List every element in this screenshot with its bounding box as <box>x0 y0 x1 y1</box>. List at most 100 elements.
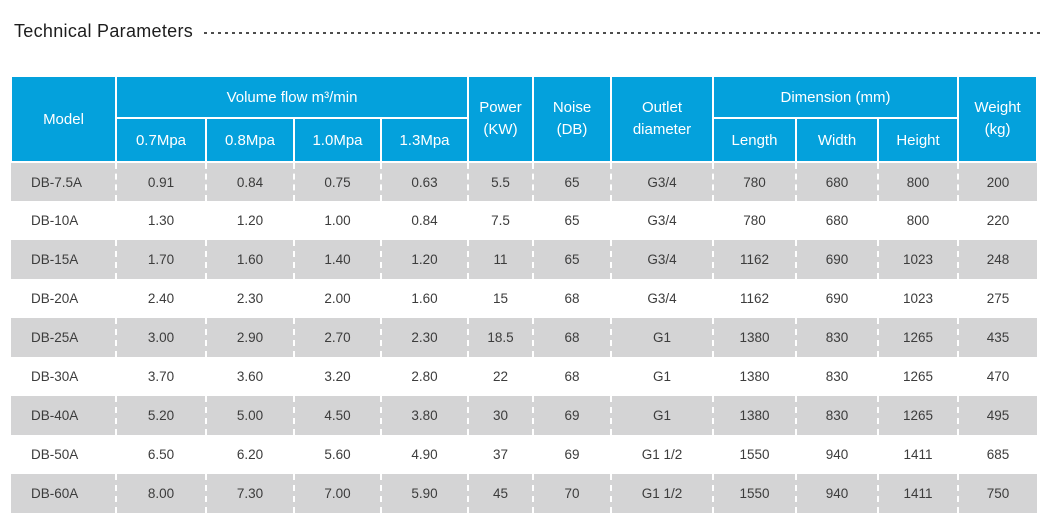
weight-cell: 200 <box>957 162 1038 201</box>
model-cell: DB-15A <box>11 240 116 279</box>
flow-1-3mpa-cell: 2.30 <box>380 318 468 357</box>
flow-1-3mpa-cell: 3.80 <box>380 396 468 435</box>
flow-0-7mpa-cell: 3.00 <box>115 318 206 357</box>
width-cell: 940 <box>795 435 878 474</box>
model-cell: DB-30A <box>11 357 116 396</box>
model-cell: DB-7.5A <box>11 162 116 201</box>
height-cell: 1411 <box>876 435 959 474</box>
weight-cell: 750 <box>957 474 1038 513</box>
noise-cell: 68 <box>532 279 611 318</box>
outlet-diameter-cell: G1 1/2 <box>610 435 713 474</box>
height-cell: 800 <box>876 201 959 240</box>
power-cell: 11 <box>467 240 533 279</box>
noise-cell: 65 <box>532 240 611 279</box>
weight-cell: 275 <box>957 279 1038 318</box>
flow-1-3mpa-cell: 1.20 <box>380 240 468 279</box>
length-cell: 1162 <box>712 279 796 318</box>
flow-0-7mpa-cell: 1.70 <box>115 240 206 279</box>
model-cell: DB-10A <box>11 201 116 240</box>
outlet-diameter-cell: G3/4 <box>610 201 713 240</box>
dashed-rule <box>204 31 1044 34</box>
flow-0-8mpa-cell: 2.30 <box>205 279 294 318</box>
col-header-pressure-1-0mpa: 1.0Mpa <box>293 117 382 163</box>
technical-parameters-table: Model Volume flow m³/min Power (KW) Nois… <box>10 75 1039 513</box>
flow-0-7mpa-cell: 8.00 <box>115 474 206 513</box>
power-cell: 30 <box>467 396 533 435</box>
table-body: DB-7.5A 0.91 0.84 0.75 0.63 5.5 65 G3/4 … <box>11 162 1038 513</box>
table-row: DB-20A 2.40 2.30 2.00 1.60 15 68 G3/4 11… <box>11 279 1038 318</box>
table-row: DB-25A 3.00 2.90 2.70 2.30 18.5 68 G1 13… <box>11 318 1038 357</box>
flow-1-0mpa-cell: 1.00 <box>293 201 381 240</box>
width-cell: 680 <box>795 201 878 240</box>
section-title-row: Technical Parameters <box>14 21 1044 42</box>
outlet-diameter-cell: G1 1/2 <box>610 474 713 513</box>
flow-0-8mpa-cell: 7.30 <box>205 474 294 513</box>
table-row: DB-40A 5.20 5.00 4.50 3.80 30 69 G1 1380… <box>11 396 1038 435</box>
length-cell: 1380 <box>712 396 796 435</box>
width-cell: 830 <box>795 396 878 435</box>
height-cell: 1265 <box>876 396 959 435</box>
outlet-diameter-cell: G1 <box>610 357 713 396</box>
noise-cell: 68 <box>532 357 611 396</box>
power-cell: 15 <box>467 279 533 318</box>
outlet-diameter-cell: G1 <box>610 396 713 435</box>
col-header-power: Power (KW) <box>467 75 534 163</box>
flow-1-0mpa-cell: 2.70 <box>293 318 381 357</box>
noise-cell: 70 <box>532 474 611 513</box>
col-header-noise: Noise (DB) <box>532 75 612 163</box>
power-cell: 37 <box>467 435 533 474</box>
flow-1-0mpa-cell: 0.75 <box>293 162 381 201</box>
flow-0-7mpa-cell: 5.20 <box>115 396 206 435</box>
height-cell: 1023 <box>876 240 959 279</box>
flow-0-7mpa-cell: 0.91 <box>115 162 206 201</box>
table-row: DB-30A 3.70 3.60 3.20 2.80 22 68 G1 1380… <box>11 357 1038 396</box>
outlet-diameter-cell: G3/4 <box>610 240 713 279</box>
power-cell: 45 <box>467 474 533 513</box>
noise-cell: 69 <box>532 396 611 435</box>
height-cell: 1411 <box>876 474 959 513</box>
length-cell: 780 <box>712 201 796 240</box>
width-cell: 690 <box>795 279 878 318</box>
header-row-groups: Model Volume flow m³/min Power (KW) Nois… <box>10 75 1039 163</box>
length-cell: 1162 <box>712 240 796 279</box>
weight-cell: 248 <box>957 240 1038 279</box>
table-row: DB-10A 1.30 1.20 1.00 0.84 7.5 65 G3/4 7… <box>11 201 1038 240</box>
header-row-sub: 0.7Mpa 0.8Mpa 1.0Mpa 1.3Mpa Length Width… <box>11 117 1037 163</box>
model-cell: DB-50A <box>11 435 116 474</box>
table-row: DB-60A 8.00 7.30 7.00 5.90 45 70 G1 1/2 … <box>11 474 1038 513</box>
flow-1-3mpa-cell: 4.90 <box>380 435 468 474</box>
flow-1-0mpa-cell: 4.50 <box>293 396 381 435</box>
power-cell: 22 <box>467 357 533 396</box>
length-cell: 1550 <box>712 435 796 474</box>
flow-1-0mpa-cell: 7.00 <box>293 474 381 513</box>
flow-0-8mpa-cell: 5.00 <box>205 396 294 435</box>
col-header-weight: Weight (kg) <box>957 75 1039 163</box>
noise-cell: 69 <box>532 435 611 474</box>
table-row: DB-7.5A 0.91 0.84 0.75 0.63 5.5 65 G3/4 … <box>11 162 1038 201</box>
model-cell: DB-20A <box>11 279 116 318</box>
flow-1-0mpa-cell: 3.20 <box>293 357 381 396</box>
noise-cell: 65 <box>532 162 611 201</box>
flow-1-3mpa-cell: 0.63 <box>380 162 468 201</box>
noise-cell: 65 <box>532 201 611 240</box>
col-header-pressure-0-8mpa: 0.8Mpa <box>205 117 295 163</box>
weight-cell: 435 <box>957 318 1038 357</box>
col-header-pressure-0-7mpa: 0.7Mpa <box>115 117 207 163</box>
model-cell: DB-40A <box>11 396 116 435</box>
width-cell: 690 <box>795 240 878 279</box>
weight-cell: 470 <box>957 357 1038 396</box>
flow-0-7mpa-cell: 6.50 <box>115 435 206 474</box>
model-cell: DB-25A <box>11 318 116 357</box>
flow-1-0mpa-cell: 5.60 <box>293 435 381 474</box>
length-cell: 1550 <box>712 474 796 513</box>
col-header-length: Length <box>712 117 797 163</box>
power-cell: 5.5 <box>467 162 533 201</box>
table-row: DB-50A 6.50 6.20 5.60 4.90 37 69 G1 1/2 … <box>11 435 1038 474</box>
power-cell: 18.5 <box>467 318 533 357</box>
outlet-diameter-cell: G3/4 <box>610 162 713 201</box>
weight-cell: 495 <box>957 396 1038 435</box>
flow-0-8mpa-cell: 6.20 <box>205 435 294 474</box>
length-cell: 1380 <box>712 318 796 357</box>
width-cell: 680 <box>795 162 878 201</box>
flow-1-3mpa-cell: 1.60 <box>380 279 468 318</box>
